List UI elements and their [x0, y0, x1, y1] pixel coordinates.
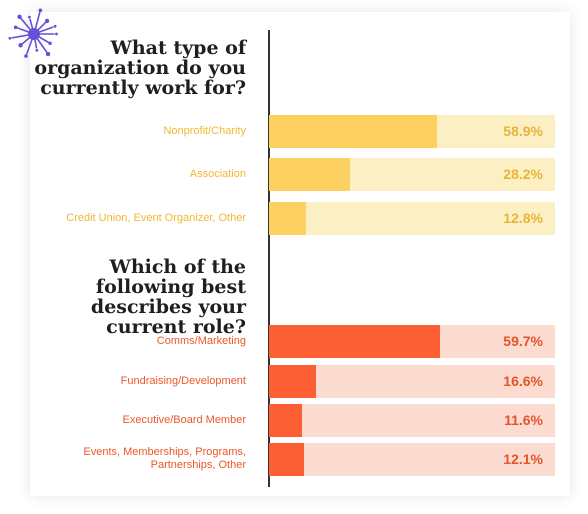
role-question: Which of the following best describes yo… — [90, 256, 246, 338]
role-category-label: Executive/Board Member — [122, 413, 247, 426]
org-bar-track: 28.2% — [269, 158, 555, 191]
divider-axis-line — [268, 30, 270, 487]
org-value-label: 12.8% — [503, 210, 543, 226]
org-bar — [269, 158, 350, 191]
org-category-label: Association — [189, 167, 246, 180]
role-category-label: Events, Memberships, Programs, Partnersh… — [83, 446, 246, 471]
org-bar-track: 12.8% — [269, 202, 555, 235]
role-bar-track: 11.6% — [269, 404, 555, 437]
org-bar — [269, 202, 306, 235]
org-category-label: Credit Union, Event Organizer, Other — [66, 211, 246, 224]
role-category-label: Fundraising/Development — [120, 374, 246, 387]
role-bar — [269, 325, 440, 358]
org-value-label: 58.9% — [503, 123, 543, 139]
role-bar — [269, 404, 303, 437]
role-category-label: Comms/Marketing — [156, 334, 246, 347]
role-bar-track: 59.7% — [269, 325, 555, 358]
role-value-label: 12.1% — [503, 451, 543, 467]
role-bar-track: 12.1% — [269, 443, 555, 476]
org-type-question: What type of organization do you current… — [34, 37, 246, 99]
org-category-label: Nonprofit/Charity — [163, 124, 246, 137]
role-bar-track: 16.6% — [269, 365, 555, 398]
role-bar — [269, 365, 317, 398]
org-value-label: 28.2% — [503, 166, 543, 182]
role-value-label: 11.6% — [504, 412, 543, 428]
role-value-label: 59.7% — [503, 333, 543, 349]
org-bar — [269, 115, 438, 148]
org-bar-track: 58.9% — [269, 115, 555, 148]
role-value-label: 16.6% — [503, 373, 543, 389]
role-bar — [269, 443, 304, 476]
paint-splatter-icon — [8, 8, 58, 58]
